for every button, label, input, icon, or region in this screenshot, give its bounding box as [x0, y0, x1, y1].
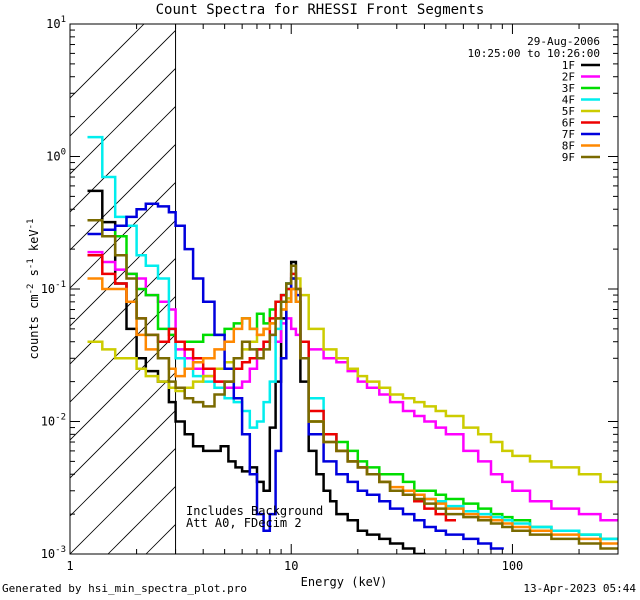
- hatch-line: [602, 24, 640, 554]
- hatch-line: [70, 371, 176, 479]
- legend: 29-Aug-2006 10:25:00 to 10:26:00 1F2F3F4…: [468, 35, 600, 164]
- axis-tick-labels: 1 10 100 10-3 10-2 10-1 100 101: [41, 15, 524, 573]
- legend-label-6F: 6F: [562, 117, 575, 130]
- hatch-line: [70, 447, 176, 554]
- legend-label-8F: 8F: [562, 140, 575, 153]
- footer-timestamp: 13-Apr-2023 05:44: [523, 582, 636, 595]
- legend-label-1F: 1F: [562, 59, 575, 72]
- series-line-9F: [87, 219, 618, 550]
- x-axis-label: Energy (keV): [301, 575, 388, 589]
- x-tick-label: 10: [284, 559, 298, 573]
- series-line-7F: [87, 202, 504, 550]
- y-tick-label: 10-1: [41, 280, 66, 296]
- legend-label-5F: 5F: [562, 105, 575, 118]
- legend-label-3F: 3F: [562, 82, 575, 95]
- legend-label-2F: 2F: [562, 71, 575, 84]
- y-axis-label: counts cm-2 s-1 keV-1: [26, 219, 41, 360]
- hatch-line: [222, 24, 640, 554]
- hatch-line: [412, 24, 640, 554]
- annotation-line-2: Att A0, FDecim 2: [186, 516, 302, 530]
- axis-ticks: [69, 23, 619, 555]
- x-tick-label: 100: [502, 559, 524, 573]
- y-tick-label: 10-3: [41, 545, 66, 561]
- series-line-6F: [87, 253, 456, 522]
- y-tick-label: 10-2: [41, 413, 66, 429]
- y-tick-label: 101: [46, 15, 66, 31]
- annotation: Includes Background Att A0, FDecim 2: [186, 504, 323, 530]
- legend-date: 29-Aug-2006: [527, 35, 600, 48]
- hatch-line: [70, 105, 176, 213]
- hatch-line: [70, 29, 176, 137]
- footer-generated-by: Generated by hsi_min_spectra_plot.pro: [2, 582, 248, 595]
- legend-time-range: 10:25:00 to 10:26:00: [468, 47, 600, 60]
- series-layer: [87, 135, 618, 554]
- svg-text:counts cm-2 s-1 keV-1: counts cm-2 s-1 keV-1: [26, 219, 41, 360]
- annotation-line-1: Includes Background: [186, 504, 323, 518]
- series-line-8F: [87, 277, 618, 545]
- y-tick-label: 100: [46, 148, 66, 164]
- chart-title: Count Spectra for RHESSI Front Segments: [155, 2, 485, 18]
- x-tick-label: 1: [66, 559, 73, 573]
- hatch-line: [70, 409, 176, 517]
- legend-label-7F: 7F: [562, 128, 575, 141]
- legend-label-4F: 4F: [562, 94, 575, 107]
- hatch-line: [564, 24, 640, 554]
- hatch-line: [70, 67, 176, 175]
- legend-label-9F: 9F: [562, 151, 575, 164]
